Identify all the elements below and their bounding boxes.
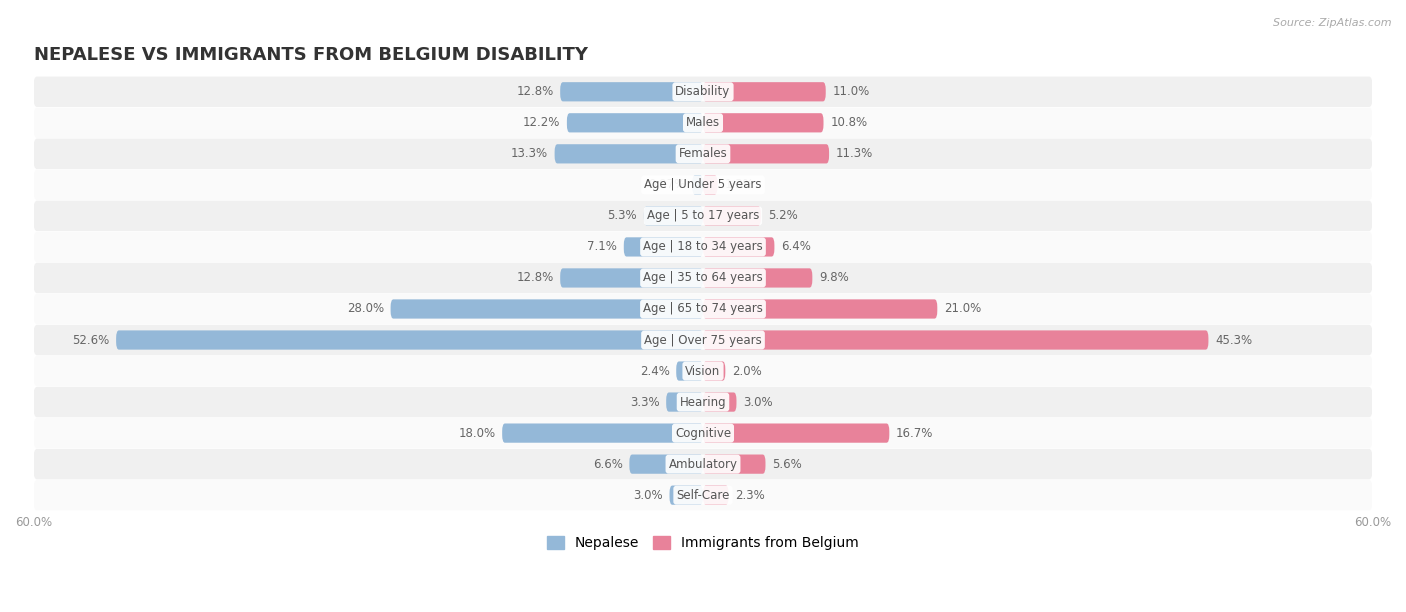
FancyBboxPatch shape [34,418,1372,449]
FancyBboxPatch shape [703,237,775,256]
FancyBboxPatch shape [34,263,1372,293]
FancyBboxPatch shape [676,362,703,381]
Text: 16.7%: 16.7% [896,427,934,439]
Text: NEPALESE VS IMMIGRANTS FROM BELGIUM DISABILITY: NEPALESE VS IMMIGRANTS FROM BELGIUM DISA… [34,46,588,64]
Text: Age | 35 to 64 years: Age | 35 to 64 years [643,272,763,285]
FancyBboxPatch shape [666,392,703,412]
Text: 12.8%: 12.8% [516,85,554,99]
FancyBboxPatch shape [703,424,890,442]
Text: 3.0%: 3.0% [744,395,773,409]
FancyBboxPatch shape [703,455,765,474]
FancyBboxPatch shape [391,299,703,319]
FancyBboxPatch shape [703,485,728,505]
Text: 21.0%: 21.0% [943,302,981,315]
Text: 12.2%: 12.2% [523,116,560,129]
Legend: Nepalese, Immigrants from Belgium: Nepalese, Immigrants from Belgium [541,531,865,556]
FancyBboxPatch shape [502,424,703,442]
FancyBboxPatch shape [703,113,824,132]
FancyBboxPatch shape [703,299,938,319]
Text: 10.8%: 10.8% [830,116,868,129]
FancyBboxPatch shape [703,392,737,412]
Text: Vision: Vision [685,365,721,378]
FancyBboxPatch shape [34,294,1372,324]
Text: Age | 5 to 17 years: Age | 5 to 17 years [647,209,759,222]
Text: Females: Females [679,147,727,160]
Text: 5.6%: 5.6% [772,458,801,471]
Text: 52.6%: 52.6% [72,334,110,346]
FancyBboxPatch shape [703,330,1208,349]
FancyBboxPatch shape [644,206,703,225]
Text: 3.3%: 3.3% [630,395,659,409]
Text: 7.1%: 7.1% [588,241,617,253]
FancyBboxPatch shape [692,175,703,195]
Text: 28.0%: 28.0% [347,302,384,315]
FancyBboxPatch shape [34,356,1372,386]
Text: 5.2%: 5.2% [768,209,797,222]
Text: 11.0%: 11.0% [832,85,870,99]
FancyBboxPatch shape [117,330,703,349]
Text: 6.4%: 6.4% [782,241,811,253]
FancyBboxPatch shape [34,232,1372,262]
Text: 12.8%: 12.8% [516,272,554,285]
FancyBboxPatch shape [560,268,703,288]
Text: Age | 65 to 74 years: Age | 65 to 74 years [643,302,763,315]
Text: 2.0%: 2.0% [733,365,762,378]
FancyBboxPatch shape [703,206,761,225]
FancyBboxPatch shape [560,82,703,102]
FancyBboxPatch shape [34,170,1372,200]
FancyBboxPatch shape [34,139,1372,169]
Text: 0.97%: 0.97% [648,178,686,192]
Text: Age | Under 5 years: Age | Under 5 years [644,178,762,192]
FancyBboxPatch shape [703,144,830,163]
Text: Disability: Disability [675,85,731,99]
FancyBboxPatch shape [624,237,703,256]
Text: Ambulatory: Ambulatory [668,458,738,471]
Text: 18.0%: 18.0% [458,427,495,439]
Text: 1.3%: 1.3% [724,178,754,192]
Text: Self-Care: Self-Care [676,488,730,502]
FancyBboxPatch shape [567,113,703,132]
FancyBboxPatch shape [630,455,703,474]
Text: Cognitive: Cognitive [675,427,731,439]
Text: 2.4%: 2.4% [640,365,669,378]
Text: Hearing: Hearing [679,395,727,409]
FancyBboxPatch shape [703,268,813,288]
Text: 9.8%: 9.8% [820,272,849,285]
Text: Males: Males [686,116,720,129]
Text: 45.3%: 45.3% [1215,334,1253,346]
FancyBboxPatch shape [34,201,1372,231]
Text: 6.6%: 6.6% [593,458,623,471]
Text: Age | Over 75 years: Age | Over 75 years [644,334,762,346]
FancyBboxPatch shape [34,108,1372,138]
Text: 3.0%: 3.0% [633,488,662,502]
FancyBboxPatch shape [34,325,1372,355]
FancyBboxPatch shape [703,362,725,381]
FancyBboxPatch shape [34,387,1372,417]
Text: Source: ZipAtlas.com: Source: ZipAtlas.com [1274,18,1392,28]
Text: 2.3%: 2.3% [735,488,765,502]
FancyBboxPatch shape [669,485,703,505]
Text: 5.3%: 5.3% [607,209,637,222]
FancyBboxPatch shape [34,76,1372,107]
FancyBboxPatch shape [554,144,703,163]
Text: 13.3%: 13.3% [510,147,548,160]
FancyBboxPatch shape [703,82,825,102]
FancyBboxPatch shape [703,175,717,195]
FancyBboxPatch shape [34,480,1372,510]
Text: Age | 18 to 34 years: Age | 18 to 34 years [643,241,763,253]
FancyBboxPatch shape [34,449,1372,479]
Text: 11.3%: 11.3% [835,147,873,160]
